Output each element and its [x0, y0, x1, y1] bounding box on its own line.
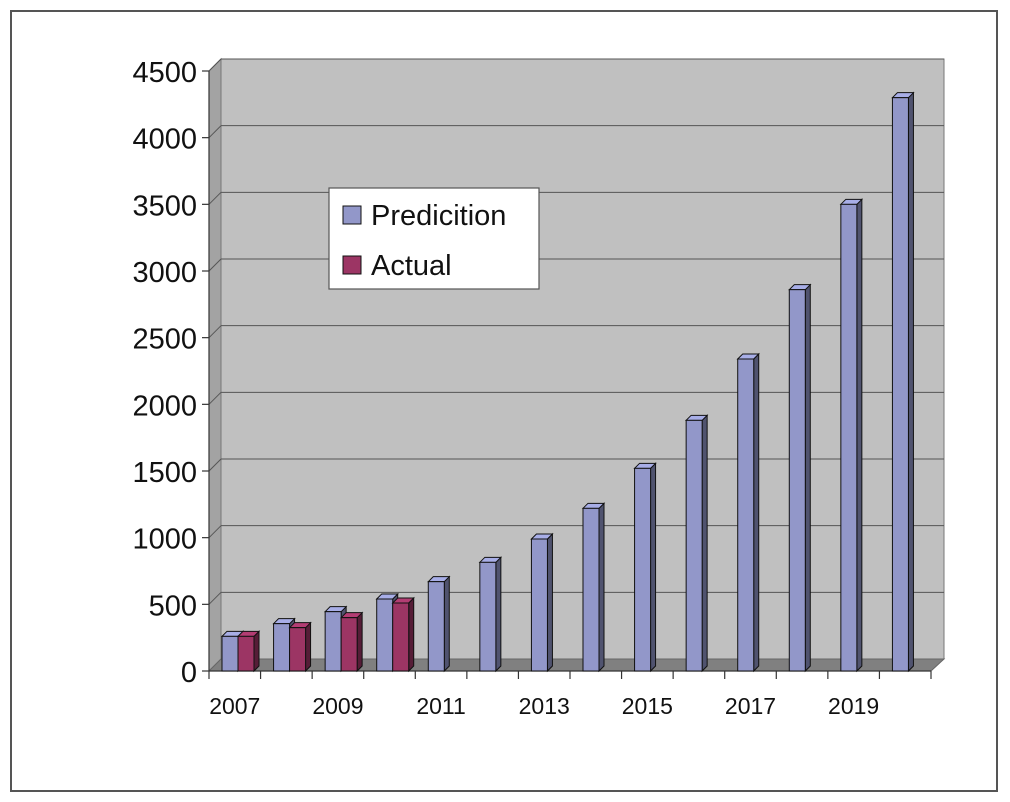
bar-prediction-2011-side — [443, 575, 450, 673]
bar-prediction-2017-side — [753, 352, 760, 673]
y-tick-label: 4000 — [132, 124, 197, 156]
y-tick-label: 3000 — [132, 257, 197, 289]
gridline-side — [208, 591, 222, 605]
bar-prediction-2015 — [634, 467, 652, 672]
bar-prediction-2008 — [273, 623, 291, 672]
x-tick-label: 2017 — [725, 693, 776, 719]
bar-actual-2007 — [237, 635, 255, 672]
plot-floor — [207, 658, 946, 672]
bar-prediction-2007 — [221, 635, 239, 672]
legend-box — [328, 187, 540, 290]
x-tick-label: 2015 — [622, 693, 673, 719]
y-tick-label: 3500 — [132, 190, 197, 222]
bar-prediction-2019 — [840, 203, 858, 672]
legend-label-prediction: Predicition — [371, 200, 506, 232]
bar-prediction-2015-side — [650, 462, 657, 673]
x-tick-label: 2009 — [312, 693, 363, 719]
gridline-side — [208, 525, 222, 539]
bar-prediction-2020-side — [907, 91, 914, 673]
bar-prediction-2012-side — [495, 556, 502, 673]
y-tick-label: 4500 — [132, 57, 197, 89]
bar-prediction-2013-side — [546, 532, 553, 673]
legend-swatch-actual — [342, 255, 362, 275]
gridline-side — [208, 458, 222, 472]
bar-actual-2007-side — [253, 630, 260, 673]
y-tick-label: 500 — [149, 590, 197, 622]
legend-label-actual: Actual — [371, 250, 452, 282]
bar-prediction-2020 — [891, 97, 909, 672]
bar-prediction-2014 — [582, 507, 600, 672]
bar-prediction-2016-side — [701, 414, 708, 673]
y-tick-label: 1000 — [132, 524, 197, 556]
y-tick-label: 2000 — [132, 390, 197, 422]
bar-prediction-2014-side — [598, 502, 605, 673]
bar-prediction-2019-side — [856, 198, 863, 673]
bar-prediction-2016 — [685, 419, 703, 672]
bar-actual-2008 — [289, 627, 307, 672]
gridline-side — [208, 258, 222, 272]
legend-swatch-prediction — [342, 205, 362, 225]
bar-prediction-2011 — [427, 581, 445, 672]
x-tick-label: 2007 — [209, 693, 260, 719]
bar-prediction-2013 — [530, 538, 548, 672]
y-tick-label: 1500 — [132, 457, 197, 489]
x-tick-label: 2013 — [519, 693, 570, 719]
x-tick-label: 2011 — [416, 693, 465, 719]
gridline-side — [208, 58, 222, 72]
bar-actual-2009 — [340, 617, 358, 672]
y-tick-label: 2500 — [132, 324, 197, 356]
bar-actual-2010-side — [408, 596, 415, 673]
bar-prediction-2018 — [788, 289, 806, 672]
y-tick-label: 0 — [181, 657, 197, 689]
x-tick-label: 2019 — [828, 693, 879, 719]
bar-prediction-2017 — [737, 358, 755, 672]
bar-prediction-2010 — [376, 598, 394, 672]
bar-prediction-2012 — [479, 561, 497, 672]
bar-actual-2009-side — [356, 611, 363, 673]
gridline-side — [208, 391, 222, 405]
gridline-side — [208, 325, 222, 339]
bar-prediction-2018-side — [804, 283, 811, 673]
plot-side-wall — [208, 57, 222, 673]
bar-actual-2010 — [392, 602, 410, 672]
gridline-side — [208, 191, 222, 205]
gridline-side — [208, 125, 222, 139]
bar-actual-2008-side — [305, 621, 312, 673]
bar-prediction-2009 — [324, 611, 342, 672]
